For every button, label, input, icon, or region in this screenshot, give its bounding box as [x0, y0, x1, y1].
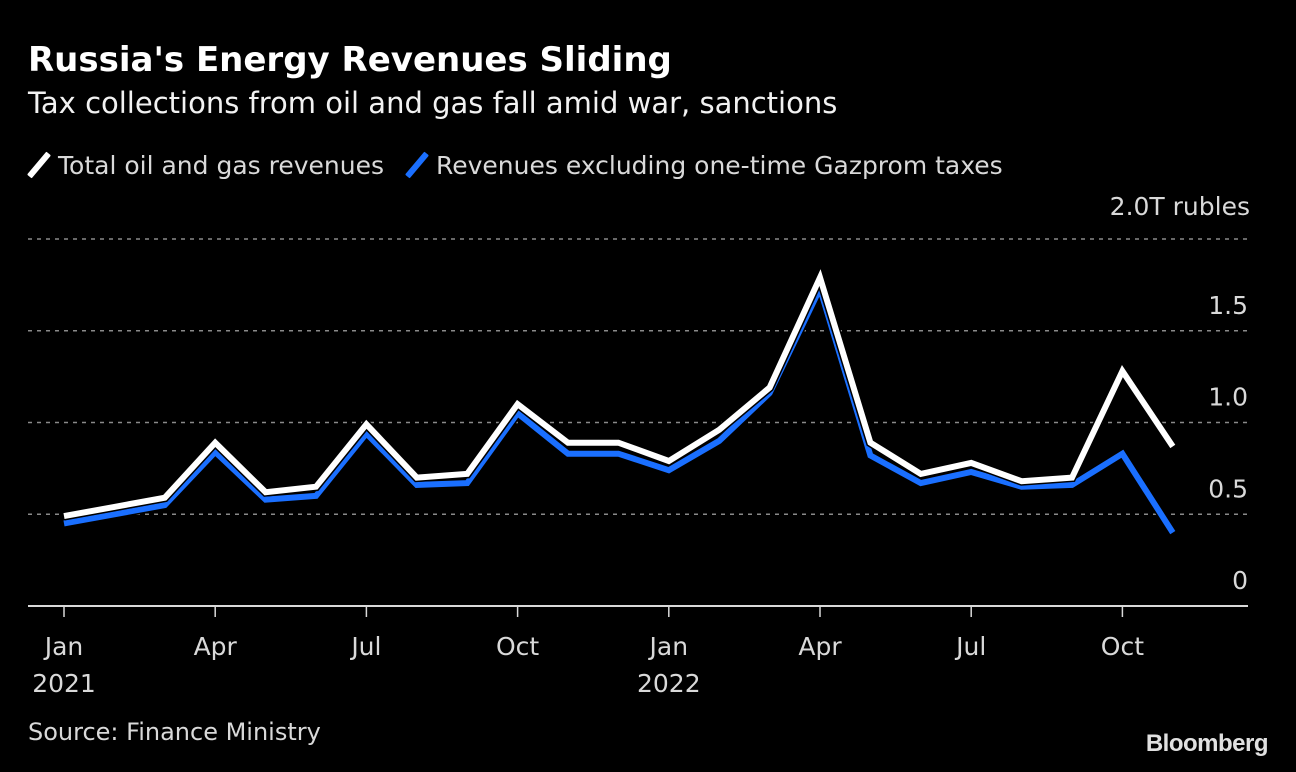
x-tick-label: Jan: [43, 632, 84, 661]
series-line-excluding-gazprom: [63, 280, 1176, 535]
y-tick-label: 1.5: [1208, 291, 1248, 320]
y-tick-labels: 0 0.5 1.0 1.5: [1208, 291, 1248, 595]
x-tick-label: Oct: [1101, 632, 1144, 661]
y-tick-label: 0.5: [1208, 474, 1248, 503]
x-tick-year-label: 2022: [637, 669, 701, 698]
bloomberg-logo: Bloomberg: [1145, 730, 1269, 757]
x-tick-label: Oct: [496, 632, 539, 661]
series-outline: [63, 264, 1177, 521]
legend-item-excluding: Revenues excluding one-time Gazprom taxe…: [405, 150, 1003, 180]
y-tick-label: 0: [1232, 566, 1248, 595]
x-tick-label: Jul: [349, 632, 381, 661]
y-axis-unit-label: 2.0T rubles: [1109, 192, 1250, 221]
chart-title: Russia's Energy Revenues Sliding: [28, 40, 672, 80]
x-tick-label: Apr: [194, 632, 238, 661]
series-line-total: [63, 269, 1176, 520]
y-tick-label: 1.0: [1208, 383, 1248, 412]
x-tick-year-label: 2021: [32, 669, 96, 698]
series-lines: [63, 264, 1177, 536]
chart-subtitle: Tax collections from oil and gas fall am…: [28, 86, 838, 120]
source-note: Source: Finance Ministry: [28, 718, 321, 746]
legend-label-total: Total oil and gas revenues: [58, 150, 384, 180]
x-tick-label: Apr: [798, 632, 842, 661]
x-axis: Jan 2021 Apr Jul Oct Jan 2022 Apr Jul Oct: [28, 605, 1248, 698]
legend-label-excluding: Revenues excluding one-time Gazprom taxe…: [436, 150, 1003, 180]
legend: Total oil and gas revenues Revenues excl…: [27, 150, 1025, 180]
gridlines: [28, 238, 1248, 515]
x-tick-label: Jul: [954, 632, 986, 661]
legend-item-total: Total oil and gas revenues: [27, 150, 384, 180]
x-tick-label: Jan: [648, 632, 689, 661]
series-outline: [63, 276, 1177, 536]
